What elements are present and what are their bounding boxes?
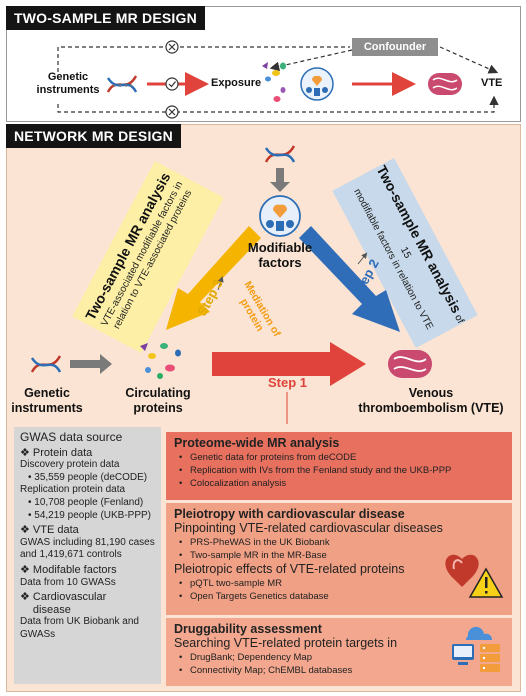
network-title: NETWORK MR DESIGN: [6, 124, 181, 148]
card2-title: Pleiotropy with cardiovascular disease: [174, 507, 405, 521]
protein-dots-icon: [140, 343, 181, 379]
network-diagram: [30, 145, 432, 424]
exposure-dots-icon: [262, 62, 286, 102]
rep-1: 10,708 people (Fenland): [34, 496, 144, 508]
card-proteome-mr: Proteome-wide MR analysis Genetic data f…: [166, 432, 512, 500]
diamond-icon: ❖: [20, 591, 33, 604]
circulating-label: Circulating proteins: [125, 386, 191, 415]
vte-text: GWAS including 81,190 cases and 1,419,67…: [20, 536, 155, 561]
card-druggability: Druggability assessment Searching VTE-re…: [166, 618, 512, 686]
card1-item: Replication with IVs from the Fenland st…: [179, 464, 512, 477]
vein-icon: [388, 350, 432, 378]
yellow-arrow: [166, 226, 261, 330]
red-arrow: [212, 342, 366, 386]
card3-item: DrugBank; Dependency Map: [179, 651, 512, 664]
modifiable-label: Modifiable factors: [247, 240, 313, 270]
gwas-data-box: GWAS data source ❖ Protein data Discover…: [14, 427, 161, 684]
cvd-head: Cardiovascular disease: [32, 591, 107, 616]
network-genetic-label: Genetic instruments: [11, 386, 83, 415]
disc-label: Discovery protein data: [20, 459, 120, 471]
two-sample-title: TWO-SAMPLE MR DESIGN: [6, 6, 205, 30]
exposure-label: Exposure: [211, 77, 262, 89]
diamond-icon: ❖: [20, 524, 33, 537]
diamond-icon: ❖: [20, 446, 33, 459]
disc-1: 35,559 people (deCODE): [34, 471, 148, 483]
health-icon: [300, 67, 334, 101]
dna-icon: [30, 355, 62, 373]
vte-head: VTE data: [32, 524, 79, 537]
card1-title: Proteome-wide MR analysis: [174, 436, 340, 450]
gray-arrow-down: [270, 168, 290, 192]
card2-item: PRS-PheWAS in the UK Biobank: [179, 536, 512, 549]
top-genetic-label: Genetic instruments: [36, 71, 100, 96]
card3-item: Connectivity Map; ChEMBL databases: [179, 664, 512, 677]
diamond-icon: ❖: [20, 563, 33, 576]
dashed-path-top: [57, 46, 350, 72]
card1-item: Colocalization analysis: [179, 477, 512, 490]
confounder-box: Confounder: [352, 38, 438, 56]
rep-2: 54,219 people (UKB-PPP): [34, 509, 152, 521]
cvd-text: Data from UK Biobank and GWASs: [20, 616, 139, 640]
vein-icon: [428, 73, 462, 95]
card2-item: Two-sample MR in the MR-Base: [179, 549, 512, 562]
card2-sub2: Pleiotropic effects of VTE-related prote…: [174, 562, 405, 576]
card2-sub1: Pinpointing VTE-related cardiovascular d…: [174, 521, 443, 535]
dna-icon: [106, 75, 138, 93]
dashed-path-bottom: [57, 95, 499, 113]
step3-thin-arrow: [217, 276, 224, 291]
mod-text: Data from 10 GWASs: [20, 576, 116, 588]
protein-head: Protein data: [32, 446, 93, 459]
blue-arrow: [299, 226, 400, 332]
two-sample-diagram: [57, 40, 499, 119]
gwas-title: GWAS data source: [20, 430, 123, 444]
card3-sub: Searching VTE-related protein targets in: [174, 636, 398, 650]
cross-circle-icon: [165, 40, 179, 54]
venous-label: Venous thromboembolism (VTE): [358, 386, 504, 415]
cross-circle-icon: [165, 105, 179, 119]
health-icon: [259, 195, 301, 237]
step1-label: Step 1: [268, 375, 308, 390]
gray-arrow-right: [70, 354, 112, 374]
check-circle-icon: [165, 77, 179, 91]
vte-label: VTE: [481, 77, 503, 89]
card2-item: pQTL two-sample MR: [179, 577, 512, 590]
rep-label: Replication protein data: [20, 484, 126, 496]
step2-thin-arrow: [357, 252, 368, 265]
dna-icon: [264, 145, 296, 163]
card1-item: Genetic data for proteins from deCODE: [179, 451, 512, 464]
mod-head: Modifable factors: [32, 563, 117, 576]
card3-title: Druggability assessment: [174, 622, 322, 636]
heart-warning-icon: [445, 554, 504, 598]
dashed-confounder-vte: [439, 46, 499, 74]
database-icon: [452, 626, 500, 672]
card2-item: Open Targets Genetics database: [179, 590, 512, 603]
